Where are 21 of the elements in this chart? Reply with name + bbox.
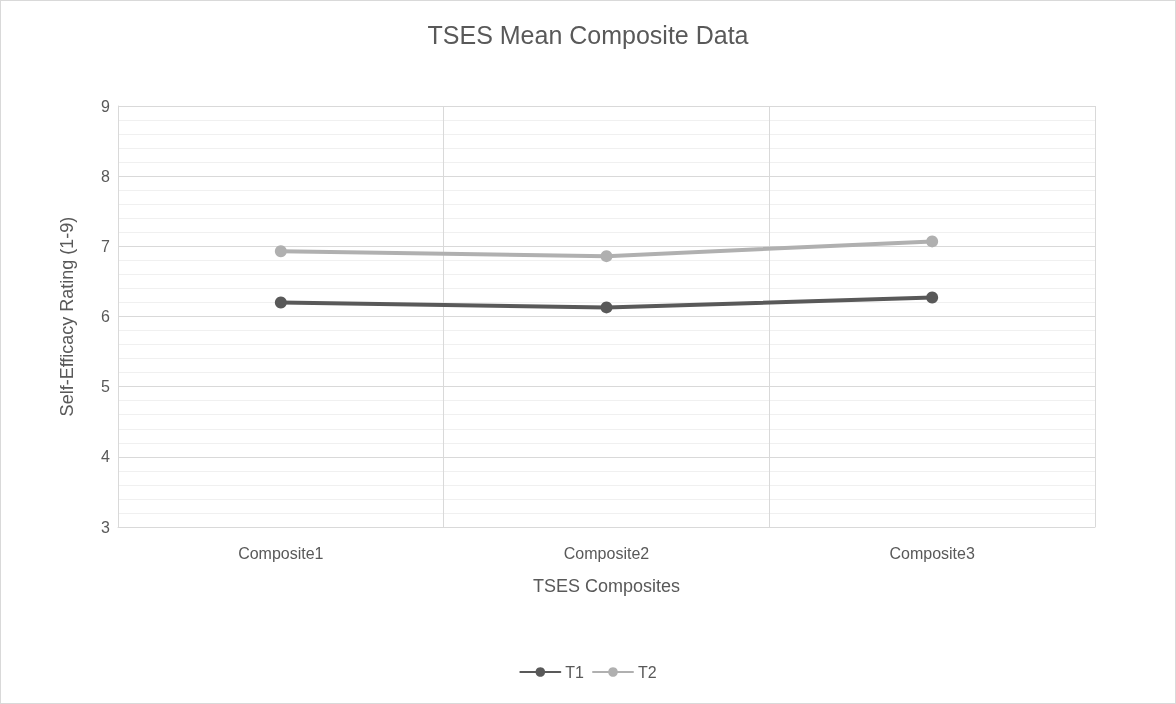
y-axis-title: Self-Efficacy Rating (1-9) bbox=[57, 216, 77, 417]
point bbox=[926, 291, 939, 304]
y-tick-label: 7 bbox=[101, 237, 111, 255]
chart-title: TSES Mean Composite Data bbox=[427, 20, 749, 49]
y-tick-label: 4 bbox=[101, 448, 111, 466]
y-tick-label: 9 bbox=[101, 97, 111, 115]
point bbox=[274, 296, 287, 309]
point bbox=[600, 301, 613, 314]
x-tick-label: Composite1 bbox=[238, 544, 324, 562]
point bbox=[274, 245, 287, 258]
y-tick-label: 6 bbox=[101, 308, 111, 325]
x-tick-label: Composite3 bbox=[889, 544, 975, 562]
legend-label: T2 bbox=[638, 663, 657, 681]
point bbox=[926, 235, 939, 248]
point bbox=[600, 250, 613, 263]
y-tick-label: 5 bbox=[101, 378, 111, 396]
legend-label: T1 bbox=[565, 663, 585, 681]
x-axis-title: TSES Composites bbox=[532, 576, 681, 596]
x-tick-label: Composite2 bbox=[563, 544, 650, 562]
y-tick-label: 3 bbox=[101, 518, 111, 536]
y-tick-label: 8 bbox=[101, 167, 111, 185]
